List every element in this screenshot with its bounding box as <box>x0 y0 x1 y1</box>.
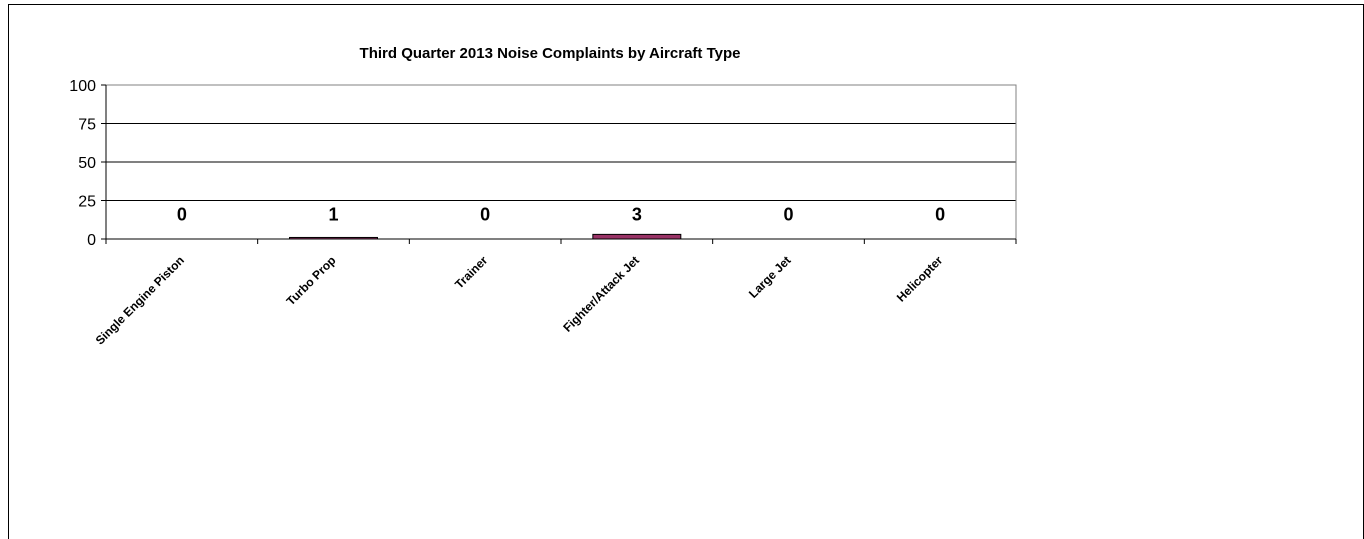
bar <box>289 236 378 240</box>
category-label: Trainer <box>452 253 490 291</box>
bar <box>592 233 682 240</box>
data-label: 0 <box>177 205 187 225</box>
category-label: Single Engine Piston <box>93 253 187 347</box>
chart-title: Third Quarter 2013 Noise Complaints by A… <box>360 45 741 62</box>
gridlines <box>106 84 1016 201</box>
data-label: 0 <box>935 205 945 225</box>
y-axis: 0 25 50 75 100 <box>69 78 107 249</box>
category-labels: Single Engine Piston Turbo Prop Trainer Fig… <box>93 253 946 348</box>
data-labels: 0 1 0 3 0 0 <box>177 205 945 225</box>
category-label: Large Jet <box>746 253 794 301</box>
data-label: 0 <box>783 205 793 225</box>
x-axis <box>105 238 1017 244</box>
category-label: Fighter/Attack Jet <box>560 253 642 335</box>
data-label: 3 <box>632 205 642 225</box>
y-tick-label: 25 <box>78 194 96 211</box>
y-tick-label: 0 <box>87 232 96 249</box>
bars <box>289 233 682 240</box>
y-tick-label: 50 <box>78 155 96 172</box>
category-label: Helicopter <box>894 253 946 305</box>
category-label: Turbo Prop <box>284 253 339 308</box>
data-label: 1 <box>328 205 338 225</box>
y-tick-label: 75 <box>78 117 96 134</box>
y-tick-label: 100 <box>69 78 96 95</box>
data-label: 0 <box>480 205 490 225</box>
